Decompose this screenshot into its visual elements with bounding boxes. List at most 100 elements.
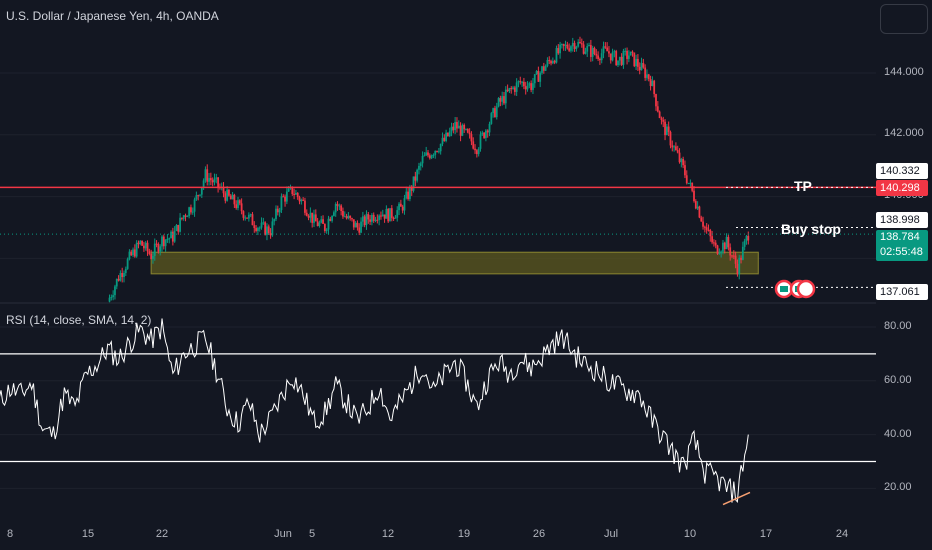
rsi-tick: 80.00	[884, 320, 912, 332]
candle-body	[287, 188, 290, 192]
candle-body	[512, 87, 514, 89]
tp-upper-tag: 140.332	[876, 163, 928, 179]
candle-body	[472, 141, 475, 149]
candle-body	[665, 126, 668, 136]
candle-body	[617, 60, 619, 66]
candle-body	[295, 192, 297, 195]
support-zone-box	[150, 251, 759, 275]
candle-body	[523, 81, 525, 87]
candle-body	[305, 212, 308, 216]
candle-body	[595, 54, 598, 56]
candle-body	[608, 51, 610, 54]
candle-body	[714, 242, 717, 246]
candle-body	[613, 51, 616, 53]
candle-body	[181, 217, 183, 219]
candle-body	[188, 207, 191, 217]
candle-body	[564, 44, 567, 46]
candle-body	[166, 238, 169, 240]
candle-body	[177, 224, 180, 232]
candle-body	[486, 130, 489, 133]
candle-body	[481, 132, 484, 135]
candle-body	[497, 98, 500, 107]
candle-body	[513, 87, 516, 92]
candle-body	[707, 229, 710, 231]
chart-settings-button[interactable]	[880, 4, 928, 34]
candle-body	[640, 63, 643, 71]
candlesticks	[108, 36, 750, 303]
stop-loss-price-tag: 137.061	[876, 284, 928, 300]
candle-body	[731, 255, 733, 257]
candle-body	[604, 46, 607, 48]
candle-body	[168, 238, 171, 240]
candle-body	[173, 230, 176, 242]
candle-body	[144, 242, 147, 249]
candle-body	[606, 47, 609, 52]
candle-body	[327, 218, 330, 230]
candle-body	[389, 208, 391, 222]
candle-body	[148, 251, 151, 254]
candle-body	[506, 89, 509, 92]
time-tick: Jul	[603, 528, 619, 540]
candle-body	[611, 52, 614, 61]
candle-body	[331, 215, 333, 221]
candle-body	[153, 243, 156, 256]
time-tick: 8	[6, 528, 14, 540]
candle-body	[211, 180, 214, 183]
candle-body	[300, 199, 303, 202]
candle-body	[267, 226, 270, 234]
candle-body	[150, 253, 153, 259]
candle-body	[179, 217, 181, 232]
candle-body	[264, 222, 267, 235]
candle-body	[237, 200, 239, 209]
candle-body	[443, 137, 446, 141]
candle-body	[555, 48, 558, 63]
candle-body	[702, 221, 704, 227]
candle-body	[732, 255, 735, 257]
candle-body	[403, 198, 406, 211]
candle-body	[662, 119, 665, 122]
candle-body	[143, 245, 145, 249]
candle-body	[490, 113, 493, 124]
candle-body	[204, 169, 207, 181]
candle-body	[361, 216, 364, 222]
candle-body	[414, 176, 417, 181]
candle-body	[175, 224, 178, 231]
candle-body	[119, 273, 122, 281]
candle-body	[727, 236, 730, 248]
candle-body	[345, 216, 348, 219]
candle-body	[249, 214, 252, 216]
candle-body	[627, 55, 630, 59]
order-markers[interactable]	[774, 279, 816, 299]
candle-body	[722, 242, 724, 252]
candle-body	[208, 178, 210, 182]
candle-body	[456, 122, 458, 129]
candle-body	[284, 196, 286, 202]
candle-body	[548, 60, 551, 62]
candle-body	[338, 205, 341, 207]
candle-body	[494, 108, 496, 118]
candle-body	[343, 216, 346, 218]
candle-body	[528, 83, 531, 86]
candle-body	[354, 222, 357, 228]
candle-body	[526, 85, 529, 90]
candle-body	[430, 155, 433, 159]
candle-body	[202, 180, 205, 187]
candle-body	[423, 155, 426, 157]
candle-body	[392, 217, 395, 219]
candle-body	[309, 212, 312, 218]
candle-body	[128, 251, 131, 260]
candle-body	[358, 227, 361, 233]
candle-body	[530, 83, 533, 90]
candle-body	[459, 125, 462, 136]
candle-body	[365, 214, 368, 226]
candle-body	[419, 163, 422, 166]
candle-body	[278, 210, 281, 213]
buy-stop-price-tag: 138.998	[876, 212, 928, 228]
candle-body	[369, 219, 371, 222]
candle-body	[367, 214, 370, 220]
candle-body	[347, 215, 350, 219]
candle-body	[488, 123, 491, 133]
candle-body	[229, 195, 232, 200]
candle-body	[302, 199, 305, 201]
